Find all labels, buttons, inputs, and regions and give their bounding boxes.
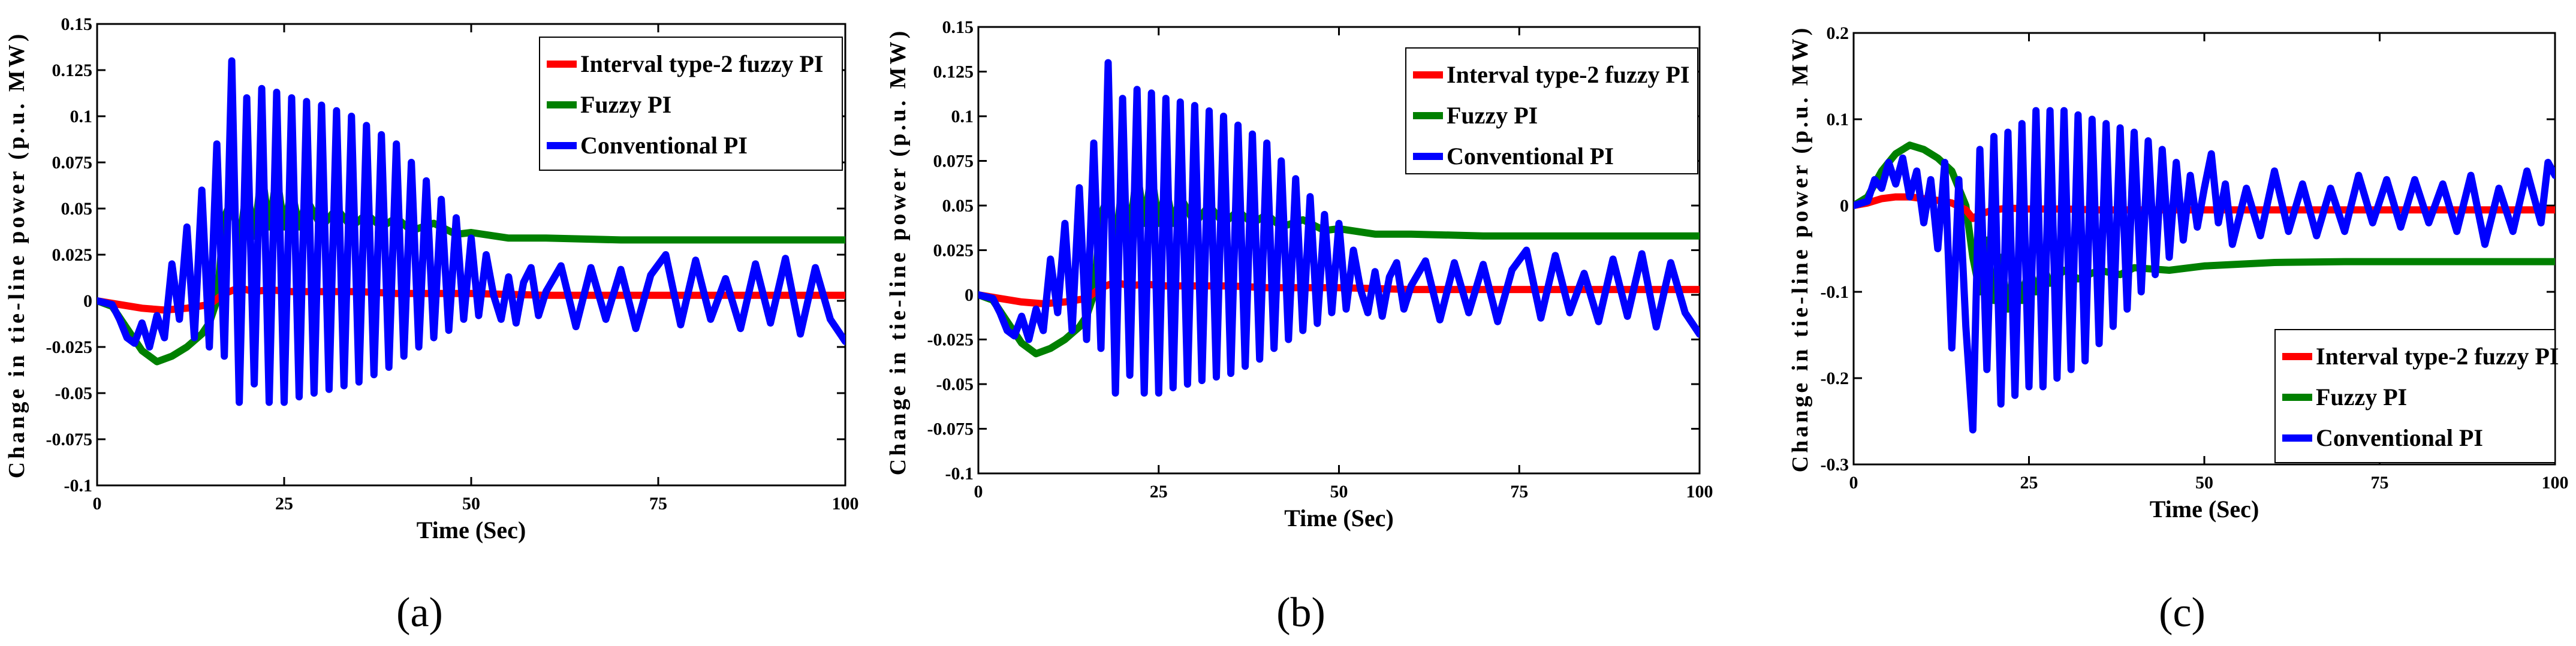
legend: Interval type-2 fuzzy PI Fuzzy PI Conventi…: [2274, 329, 2559, 463]
x-tick-label: 100: [832, 494, 859, 514]
legend-box: [2274, 329, 2556, 463]
chart-panel-b: -0.1 -0.075 -0.05 -0.025 0 0.025 0.05 0.075 0.1 0…: [885, 17, 1713, 636]
x-axis-label: Time (Sec): [1284, 505, 1394, 532]
series-line-conventional-pi: [97, 57, 845, 406]
y-tick-label: 0.15: [61, 14, 93, 34]
y-tick-label: -0.3: [1821, 455, 1849, 475]
x-tick-label: 50: [462, 494, 480, 514]
x-tick-label: 100: [2542, 473, 2569, 493]
legend-label-fuzzy-pi: Fuzzy PI: [1447, 102, 1538, 129]
y-tick-label: -0.075: [927, 419, 974, 439]
x-tick-label: 25: [1150, 482, 1168, 502]
y-axis-label: Change in tie-line power (p.u. MW): [1788, 25, 1813, 473]
y-tick-label: 0.1: [951, 107, 974, 126]
y-tick-label: 0.05: [61, 199, 93, 219]
y-tick-label: 0.05: [942, 196, 974, 216]
y-tick-label: 0.1: [1827, 110, 1849, 129]
y-tick-label: -0.1: [1821, 282, 1849, 302]
legend-label-interval-type-2-fuzzy-pi: Interval type-2 fuzzy PI: [1447, 61, 1689, 88]
y-tick-label: 0: [965, 285, 974, 305]
y-tick-label: 0.1: [70, 107, 93, 126]
legend-label-fuzzy-pi: Fuzzy PI: [2316, 384, 2407, 410]
x-tick-label: 100: [1686, 482, 1713, 502]
x-axis-label: Time (Sec): [2150, 496, 2259, 523]
x-tick-label: 75: [649, 494, 667, 514]
caption-c: (c): [2159, 590, 2206, 636]
y-tick-label: -0.025: [46, 337, 93, 357]
y-tick-label: -0.05: [936, 375, 974, 394]
legend-box: [1405, 47, 1698, 174]
x-tick-label: 25: [275, 494, 293, 514]
y-tick-label: 0.125: [933, 62, 974, 82]
legend-label-conventional-pi: Conventional PI: [1447, 143, 1614, 170]
legend-label-fuzzy-pi: Fuzzy PI: [580, 91, 671, 118]
y-tick-label: 0.075: [52, 153, 93, 173]
x-tick-label: 0: [974, 482, 983, 502]
legend: Interval type-2 fuzzy PI Fuzzy PI Conventi…: [1405, 47, 1698, 174]
series-line-conventional-pi: [978, 59, 1700, 397]
legend-label-conventional-pi: Conventional PI: [580, 132, 748, 159]
caption-b: (b): [1276, 590, 1325, 636]
y-tick-label: 0: [83, 291, 92, 311]
legend: Interval type-2 fuzzy PI Fuzzy PI Conventi…: [539, 37, 843, 171]
x-tick-label: 75: [2371, 473, 2389, 493]
y-tick-label: 0.025: [52, 245, 93, 265]
x-tick-label: 0: [1849, 473, 1858, 493]
chart-panel-c: -0.3 -0.2 -0.1 0 0.1 0.2 0 25 50 75 100 Interval ty…: [1788, 23, 2569, 636]
y-tick-label: -0.1: [64, 476, 93, 496]
legend-label-interval-type-2-fuzzy-pi: Interval type-2 fuzzy PI: [2316, 343, 2559, 370]
chart-panel-a: -0.1 -0.075 -0.05 -0.025 0 0.025 0.05 0.075 0.1 0…: [4, 14, 859, 636]
y-tick-label: -0.1: [945, 464, 974, 484]
x-tick-label: 25: [2020, 473, 2038, 493]
x-tick-label: 50: [1330, 482, 1348, 502]
y-tick-label: -0.2: [1821, 369, 1849, 388]
caption-a: (a): [396, 590, 443, 636]
y-axis-label: Change in tie-line power (p.u. MW): [4, 31, 29, 479]
legend-box: [539, 37, 843, 171]
y-tick-label: 0.075: [933, 152, 974, 171]
y-tick-label: 0.2: [1827, 23, 1849, 43]
x-axis-label: Time (Sec): [417, 517, 526, 544]
y-tick-label: -0.05: [55, 384, 93, 403]
y-tick-label: 0.025: [933, 241, 974, 261]
legend-label-interval-type-2-fuzzy-pi: Interval type-2 fuzzy PI: [580, 50, 823, 77]
series-line-fuzzy-pi: [1854, 141, 2555, 313]
y-tick-label: 0.125: [52, 61, 93, 80]
y-tick-label: -0.025: [927, 330, 974, 350]
y-axis-label: Change in tie-line power (p.u. MW): [885, 28, 911, 476]
series-line-conventional-pi: [1854, 107, 2555, 434]
x-tick-label: 75: [1510, 482, 1528, 502]
y-tick-label: 0: [1840, 196, 1849, 216]
y-tick-label: -0.075: [46, 430, 93, 449]
x-tick-label: 50: [2195, 473, 2213, 493]
x-tick-label: 0: [93, 494, 102, 514]
y-tick-label: 0.15: [942, 17, 974, 37]
legend-label-conventional-pi: Conventional PI: [2316, 424, 2483, 451]
